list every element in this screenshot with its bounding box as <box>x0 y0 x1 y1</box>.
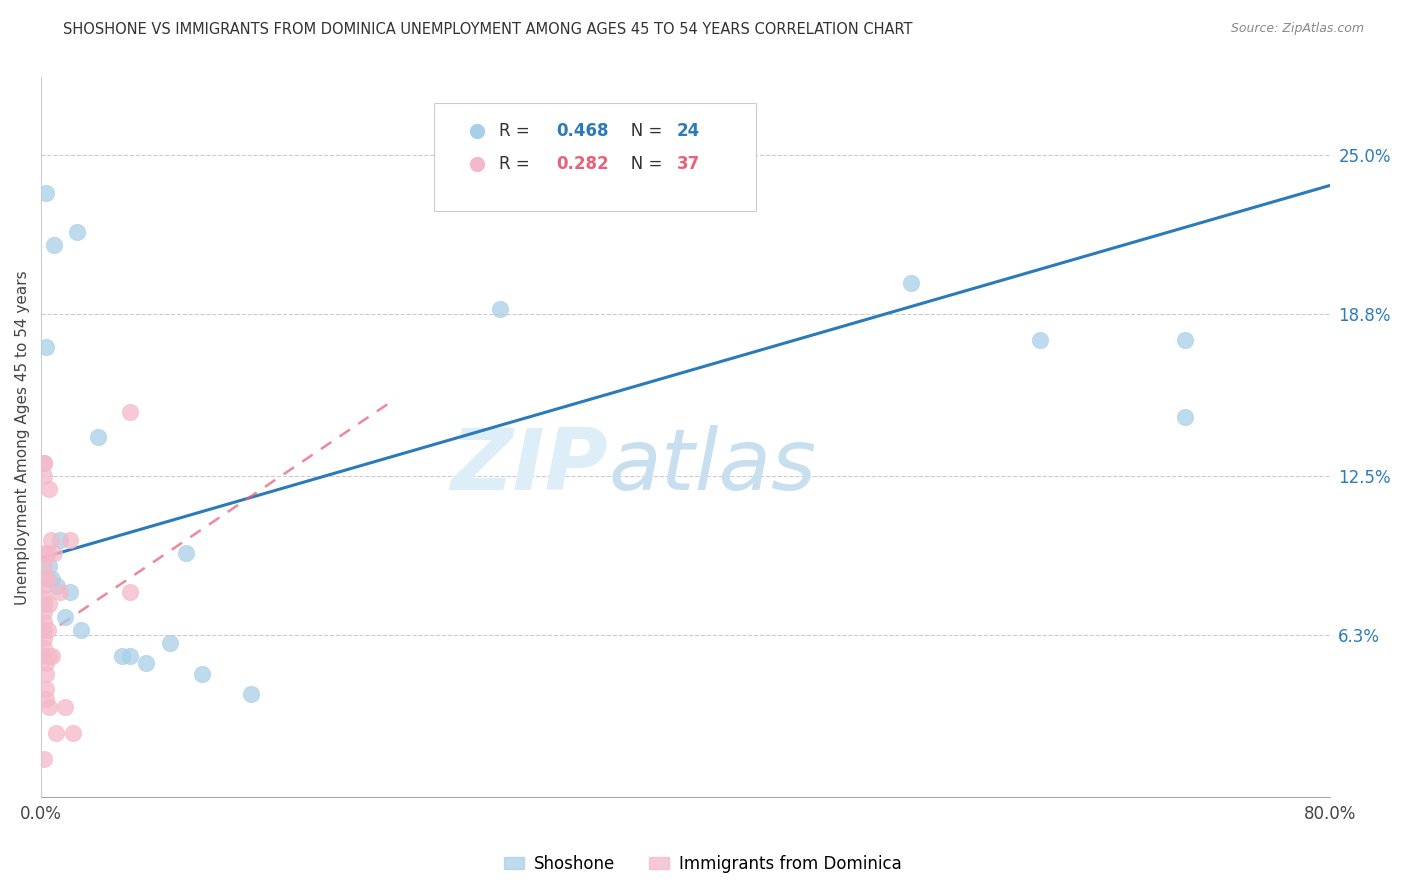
Point <box>34 456 56 470</box>
Point <box>38 482 60 496</box>
Text: ZIP: ZIP <box>450 425 609 508</box>
Point <box>174 546 197 560</box>
Point <box>38 558 60 573</box>
Point <box>1174 333 1197 347</box>
Point <box>34 631 56 645</box>
Point <box>118 584 141 599</box>
Point <box>34 751 56 765</box>
Point <box>41 648 63 663</box>
Text: 0.468: 0.468 <box>557 122 609 140</box>
Point <box>37 623 59 637</box>
Text: SHOSHONE VS IMMIGRANTS FROM DOMINICA UNEMPLOYMENT AMONG AGES 45 TO 54 YEARS CORR: SHOSHONE VS IMMIGRANTS FROM DOMINICA UNE… <box>63 22 912 37</box>
Point <box>39 533 62 548</box>
Point <box>41 572 63 586</box>
Y-axis label: Unemployment Among Ages 45 to 54 years: Unemployment Among Ages 45 to 54 years <box>15 270 30 605</box>
Point <box>489 301 512 316</box>
FancyBboxPatch shape <box>434 103 756 211</box>
Point <box>34 623 56 637</box>
Point <box>49 584 72 599</box>
Point <box>35 340 58 354</box>
Point <box>135 657 157 671</box>
Point <box>53 700 76 714</box>
Point <box>1174 409 1197 424</box>
Point <box>34 590 56 604</box>
Point <box>59 584 82 599</box>
Point <box>35 692 58 706</box>
Point <box>37 546 59 560</box>
Point <box>59 533 82 548</box>
Point <box>62 726 84 740</box>
Point <box>111 648 134 663</box>
Point <box>45 726 67 740</box>
Point <box>34 572 56 586</box>
Point <box>1029 333 1052 347</box>
Text: atlas: atlas <box>609 425 817 508</box>
Point <box>34 615 56 630</box>
Text: R =: R = <box>499 155 534 173</box>
Point <box>34 598 56 612</box>
Point <box>34 468 56 483</box>
Point <box>900 276 922 290</box>
Point <box>46 579 69 593</box>
Point <box>53 610 76 624</box>
Point <box>34 641 56 656</box>
Text: 24: 24 <box>676 122 700 140</box>
Point <box>70 623 93 637</box>
Point <box>35 666 58 681</box>
Point <box>34 648 56 663</box>
Point <box>118 648 141 663</box>
Point <box>42 237 65 252</box>
Point <box>34 558 56 573</box>
Point <box>65 225 87 239</box>
Point <box>34 546 56 560</box>
Point <box>34 579 56 593</box>
Text: Source: ZipAtlas.com: Source: ZipAtlas.com <box>1230 22 1364 36</box>
Point <box>35 682 58 697</box>
Point <box>118 404 141 418</box>
Text: R =: R = <box>499 122 534 140</box>
Point <box>42 546 65 560</box>
Legend: Shoshone, Immigrants from Dominica: Shoshone, Immigrants from Dominica <box>498 848 908 880</box>
Point <box>38 700 60 714</box>
Text: N =: N = <box>614 155 668 173</box>
Point <box>239 687 262 701</box>
Point <box>191 666 214 681</box>
Text: 0.282: 0.282 <box>557 155 609 173</box>
Point <box>86 430 108 444</box>
Text: 37: 37 <box>676 155 700 173</box>
Point <box>34 605 56 619</box>
Point <box>159 636 181 650</box>
Point <box>35 186 58 200</box>
Text: N =: N = <box>614 122 668 140</box>
Point <box>34 456 56 470</box>
Point <box>38 598 60 612</box>
Point <box>38 648 60 663</box>
Point <box>49 533 72 548</box>
Point <box>37 572 59 586</box>
Point <box>35 657 58 671</box>
